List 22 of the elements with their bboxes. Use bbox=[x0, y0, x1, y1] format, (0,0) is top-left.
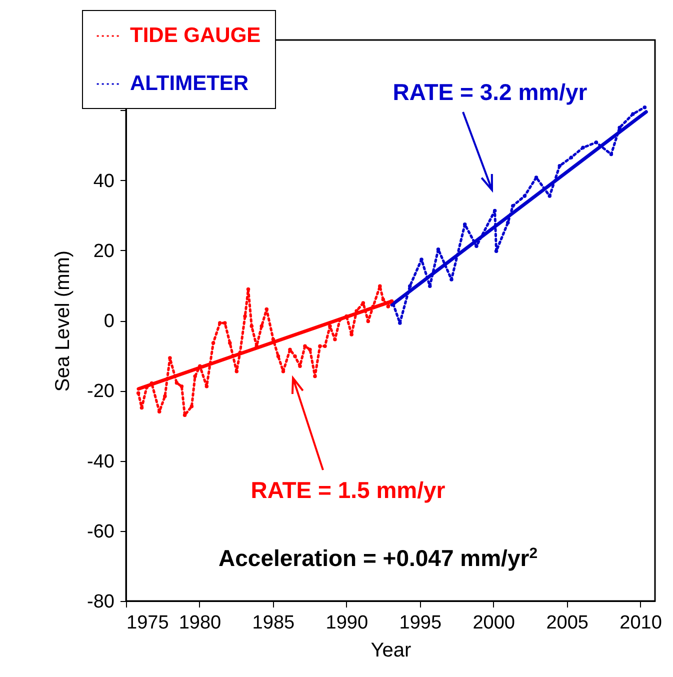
annotation: Acceleration = +0.047 mm/yr$^{2}$ bbox=[218, 544, 538, 571]
x-tick-label: 2000 bbox=[472, 612, 515, 634]
x-tick-label: 1995 bbox=[399, 612, 442, 634]
y-tick-label: 40 bbox=[93, 170, 114, 192]
annotation: RATE = 1.5 mm/yr bbox=[250, 477, 446, 503]
x-tick-label: 2005 bbox=[546, 612, 588, 634]
x-tick-label: 2010 bbox=[620, 612, 662, 634]
y-tick-label: 0 bbox=[104, 311, 114, 332]
legend-label: ALTIMETER bbox=[130, 72, 249, 95]
y-tick-label: -20 bbox=[87, 381, 114, 402]
x-tick-label: 1980 bbox=[178, 612, 222, 634]
y-tick-label: -80 bbox=[87, 592, 114, 612]
y-tick-label: 20 bbox=[93, 240, 114, 262]
x-axis-title: Year bbox=[370, 640, 412, 662]
y-tick-label: -40 bbox=[87, 451, 114, 472]
y-axis-title: Sea Level (mm) bbox=[52, 250, 74, 392]
legend-label: TIDE GAUGE bbox=[130, 24, 261, 47]
x-tick-label: 1990 bbox=[326, 612, 368, 634]
y-tick-label: -60 bbox=[87, 521, 114, 542]
x-tick-label: 1985 bbox=[252, 612, 295, 634]
annotation: RATE = 3.2 mm/yr bbox=[392, 79, 588, 105]
x-tick-label: 1975 bbox=[126, 612, 169, 634]
